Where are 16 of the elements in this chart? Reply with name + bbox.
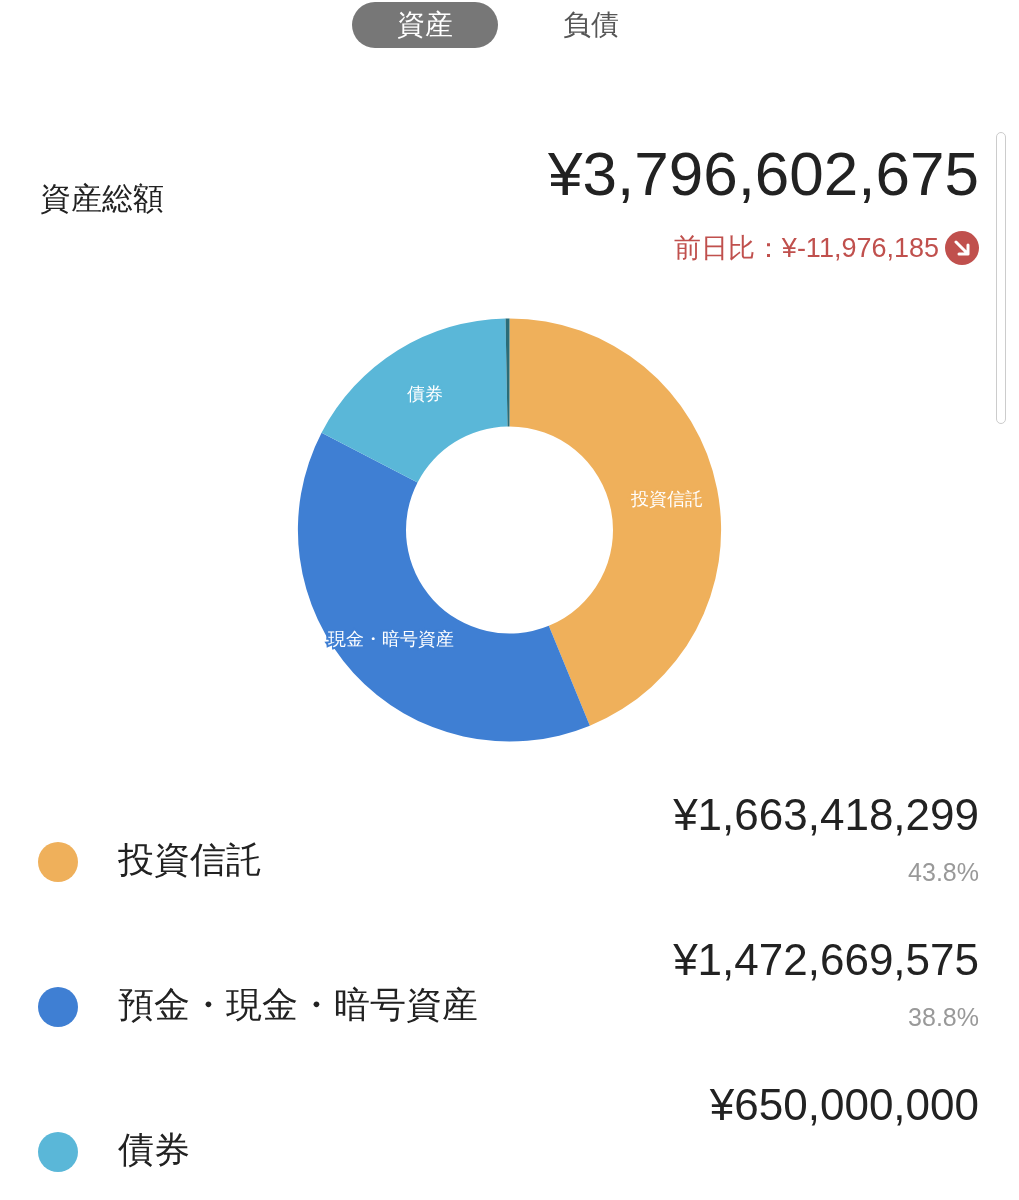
text: 前日比：¥-11,976,185 (673, 232, 939, 265)
chart-title: 資産総額 (40, 179, 164, 218)
text: ¥1,663,418,299 (673, 790, 979, 839)
text: 43.8% (908, 858, 979, 886)
legend-label: 預金・現金・暗号資産 (118, 983, 478, 1027)
text: 38.8% (908, 1003, 979, 1031)
legend-label: 投資信託 (118, 838, 262, 882)
text: 現金・暗号資産 (328, 627, 455, 649)
text: ¥1,472,669,575 (673, 935, 979, 984)
text: ¥650,000,000 (709, 1080, 979, 1129)
legend-label: 債券 (118, 1128, 190, 1172)
text: 資産 (352, 2, 498, 48)
slice-label: 債券 (406, 383, 443, 405)
text: 負債 (562, 7, 620, 43)
chart-subtitle: ¥3,796,602,675 (548, 138, 979, 209)
slice-label: 投資信託 (630, 488, 704, 510)
